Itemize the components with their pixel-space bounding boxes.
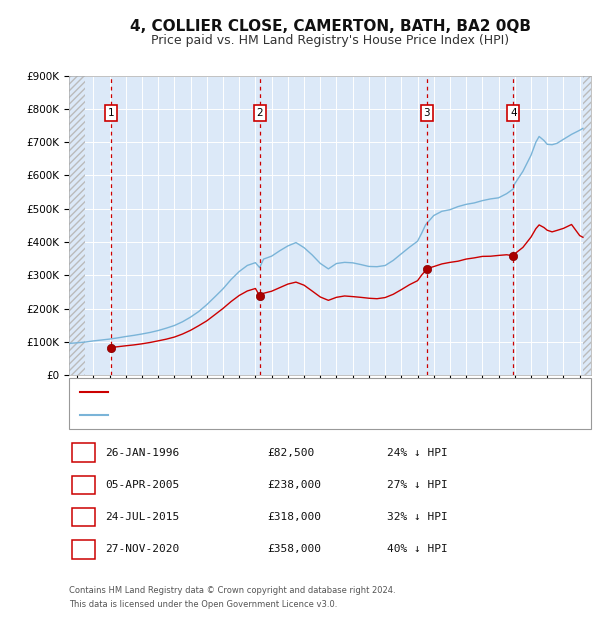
- Text: £358,000: £358,000: [267, 544, 321, 554]
- Text: 05-APR-2005: 05-APR-2005: [105, 480, 179, 490]
- Text: £82,500: £82,500: [267, 448, 314, 458]
- Text: 40% ↓ HPI: 40% ↓ HPI: [387, 544, 448, 554]
- Text: 27% ↓ HPI: 27% ↓ HPI: [387, 480, 448, 490]
- Text: 1: 1: [80, 448, 87, 458]
- Text: This data is licensed under the Open Government Licence v3.0.: This data is licensed under the Open Gov…: [69, 600, 337, 609]
- Text: £238,000: £238,000: [267, 480, 321, 490]
- Text: 4: 4: [80, 544, 87, 554]
- Text: 24% ↓ HPI: 24% ↓ HPI: [387, 448, 448, 458]
- Text: 1: 1: [107, 108, 114, 118]
- Text: £318,000: £318,000: [267, 512, 321, 522]
- Text: 4: 4: [510, 108, 517, 118]
- Text: Price paid vs. HM Land Registry's House Price Index (HPI): Price paid vs. HM Land Registry's House …: [151, 34, 509, 47]
- Text: HPI: Average price, detached house, Bath and North East Somerset: HPI: Average price, detached house, Bath…: [112, 410, 442, 420]
- Text: 26-JAN-1996: 26-JAN-1996: [105, 448, 179, 458]
- Text: Contains HM Land Registry data © Crown copyright and database right 2024.: Contains HM Land Registry data © Crown c…: [69, 586, 395, 595]
- Text: 32% ↓ HPI: 32% ↓ HPI: [387, 512, 448, 522]
- Bar: [583, 76, 591, 375]
- Text: 3: 3: [424, 108, 430, 118]
- Text: 2: 2: [80, 480, 87, 490]
- Text: 4, COLLIER CLOSE, CAMERTON, BATH, BA2 0QB (detached house): 4, COLLIER CLOSE, CAMERTON, BATH, BA2 0Q…: [112, 387, 433, 397]
- Text: 24-JUL-2015: 24-JUL-2015: [105, 512, 179, 522]
- Text: 4, COLLIER CLOSE, CAMERTON, BATH, BA2 0QB: 4, COLLIER CLOSE, CAMERTON, BATH, BA2 0Q…: [130, 19, 530, 33]
- Bar: [69, 76, 85, 375]
- Text: 3: 3: [80, 512, 87, 522]
- Text: 2: 2: [256, 108, 263, 118]
- Text: 27-NOV-2020: 27-NOV-2020: [105, 544, 179, 554]
